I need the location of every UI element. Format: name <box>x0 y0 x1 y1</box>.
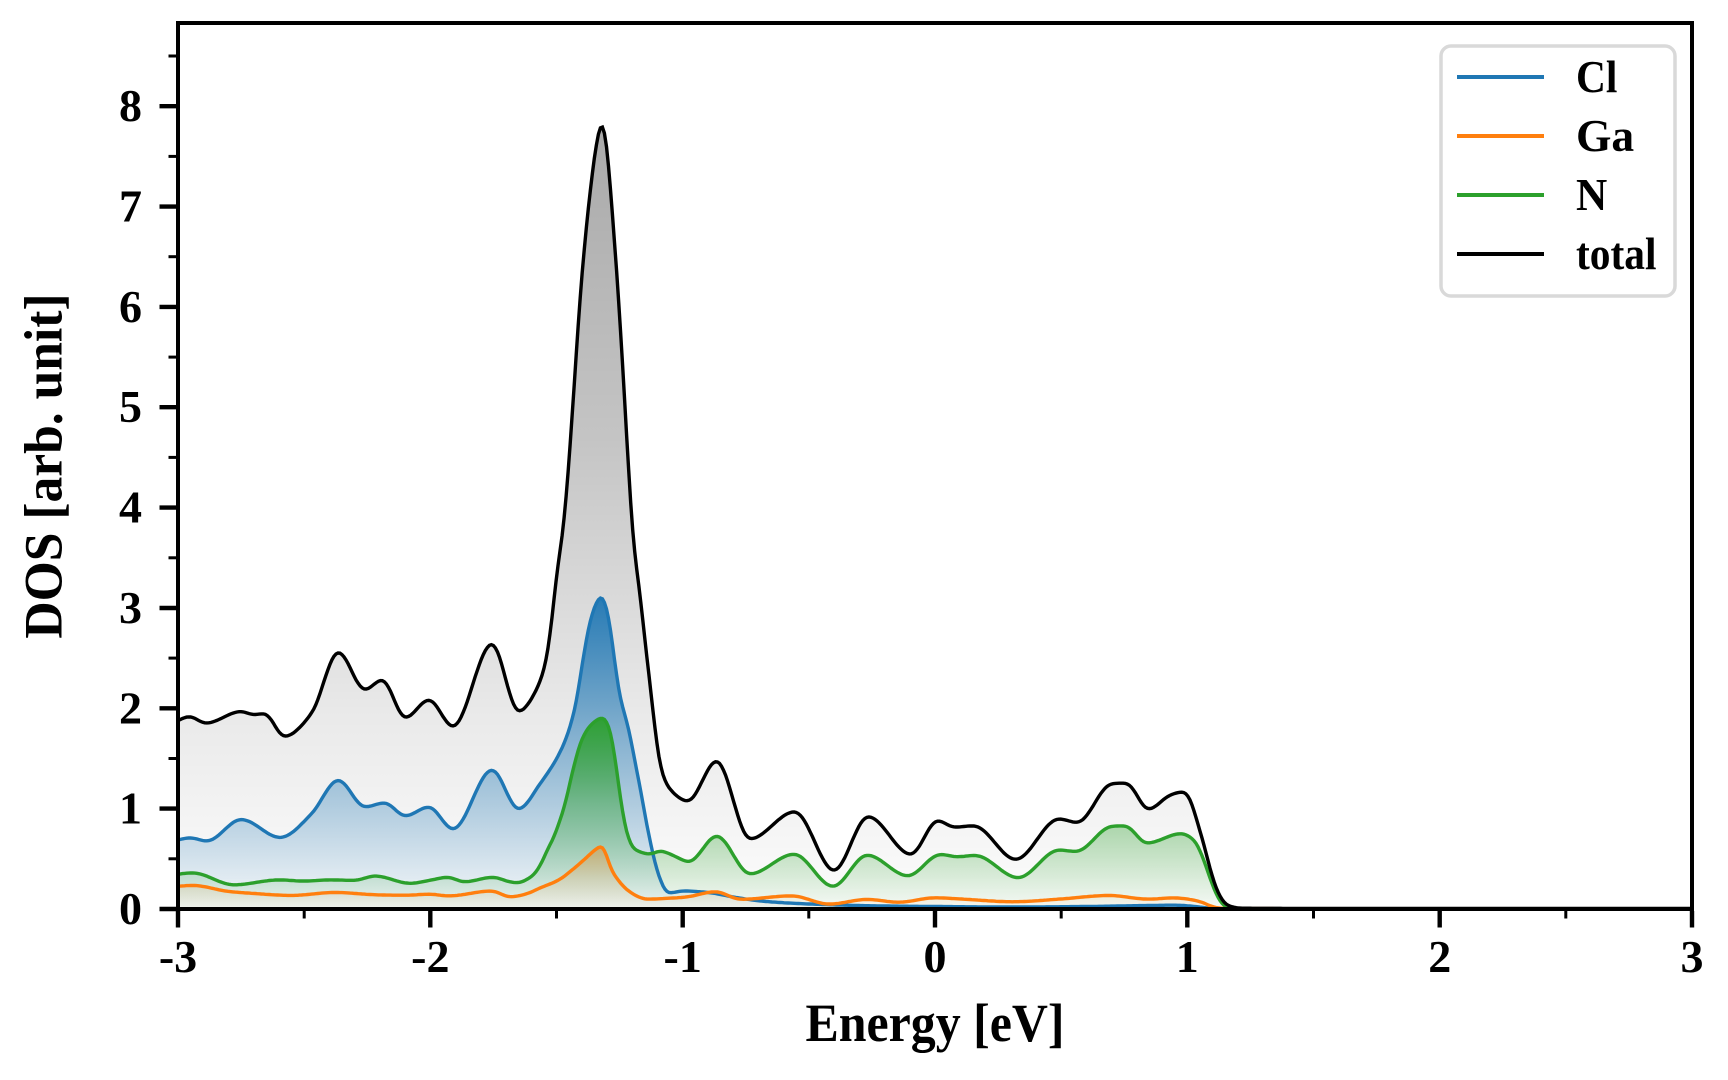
svg-text:DOS [arb. unit]: DOS [arb. unit] <box>14 293 73 638</box>
svg-text:total: total <box>1576 229 1656 279</box>
svg-text:4: 4 <box>119 482 142 533</box>
svg-text:-2: -2 <box>411 931 449 982</box>
svg-text:1: 1 <box>1176 931 1199 982</box>
svg-text:1: 1 <box>119 783 142 834</box>
svg-text:2: 2 <box>1428 931 1451 982</box>
svg-text:8: 8 <box>119 80 142 131</box>
svg-text:Ga: Ga <box>1576 110 1634 161</box>
svg-text:7: 7 <box>119 181 142 232</box>
svg-text:6: 6 <box>119 281 142 332</box>
svg-text:2: 2 <box>119 682 142 733</box>
svg-text:0: 0 <box>924 931 947 982</box>
svg-text:3: 3 <box>1681 931 1704 982</box>
svg-text:0: 0 <box>119 883 142 934</box>
svg-text:Cl: Cl <box>1576 52 1617 102</box>
svg-text:N: N <box>1576 169 1607 221</box>
svg-text:Energy [eV]: Energy [eV] <box>805 994 1064 1053</box>
svg-text:5: 5 <box>119 381 142 432</box>
svg-text:3: 3 <box>119 582 142 633</box>
svg-text:-1: -1 <box>664 931 702 982</box>
svg-text:-3: -3 <box>159 931 197 982</box>
